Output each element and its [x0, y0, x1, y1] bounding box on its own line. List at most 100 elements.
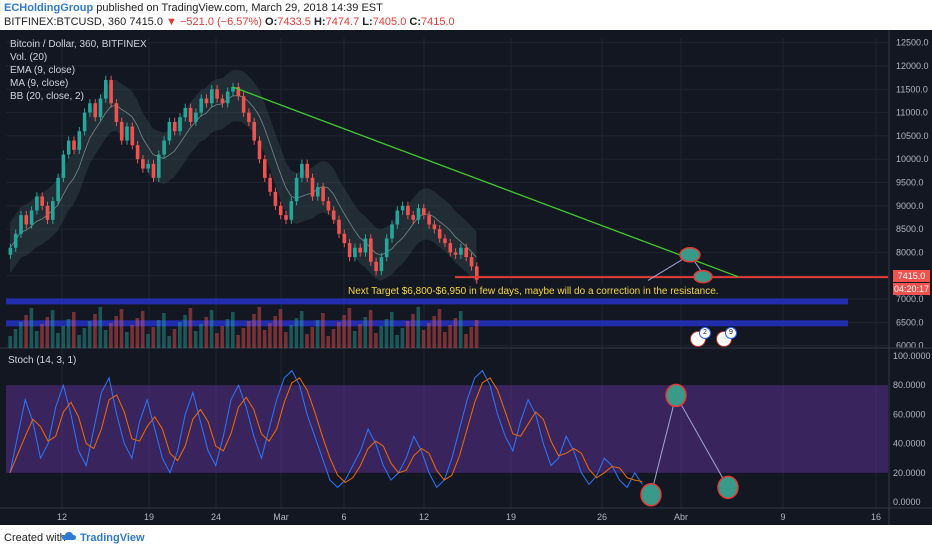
candle-body	[427, 215, 431, 225]
volume-bar	[93, 314, 97, 348]
volume-bar	[262, 330, 267, 348]
volume-bar	[172, 329, 177, 348]
volume-bar	[98, 307, 103, 348]
candle-body	[19, 215, 23, 234]
volume-bar	[193, 331, 198, 348]
x-tick-label: Abr	[674, 512, 688, 522]
x-tick-label: 16	[871, 512, 881, 522]
x-tick-label: 6	[341, 512, 346, 522]
candle-body	[432, 224, 437, 230]
volume-bar	[246, 321, 251, 348]
x-tick-label: 9	[780, 512, 785, 522]
candle-body	[210, 89, 214, 104]
candle-body	[422, 208, 426, 216]
candle-body	[35, 196, 39, 211]
us-flag-event-icon[interactable]: 9	[716, 327, 737, 347]
volume-bar	[352, 331, 357, 348]
candle-body	[300, 163, 304, 178]
volume-bar	[448, 325, 452, 348]
footer: Created with TradingView	[0, 525, 932, 550]
down-arrow-icon: ▼	[166, 16, 177, 28]
volume-bar	[77, 335, 81, 348]
ohlc-line: BITFINEX:BTCUSD, 360 7415.0 ▼ −521.0 (−6…	[4, 16, 455, 28]
chart-header: ECHoldingGroup published on TradingView.…	[0, 0, 932, 30]
volume-bar	[384, 319, 389, 348]
volume-bar	[167, 336, 171, 348]
candle-body	[331, 210, 336, 220]
candle-body	[236, 86, 241, 97]
volume-bar	[29, 308, 34, 348]
volume-bar	[257, 307, 262, 348]
candle-body	[310, 177, 315, 197]
volume-bar	[358, 324, 362, 348]
candle-body	[326, 201, 331, 211]
volume-bar	[61, 326, 65, 348]
candle-body	[337, 219, 341, 234]
y-tick-label: 8500.0	[896, 224, 924, 234]
volume-bar	[458, 311, 463, 348]
legend-volume[interactable]: Vol. (20)	[10, 52, 48, 63]
legend-ema[interactable]: EMA (9, close)	[10, 65, 76, 76]
publish-line: ECHoldingGroup published on TradingView.…	[4, 2, 383, 14]
price-change: −521.0 (−6.57%)	[180, 16, 262, 28]
y-tick-label: 11500.0	[896, 84, 928, 94]
volume-bar	[109, 323, 113, 348]
volume-bar	[225, 319, 230, 348]
volume-bar	[416, 307, 421, 348]
stoch-y-tick-label: 100.0000	[893, 351, 931, 361]
candle-body	[268, 177, 272, 192]
volume-bar	[379, 326, 383, 348]
volume-bar	[215, 333, 219, 348]
candle-body	[24, 215, 29, 225]
volume-bar	[50, 310, 55, 348]
candle-body	[56, 177, 60, 202]
candle-body	[172, 121, 177, 132]
target-band	[6, 298, 848, 305]
candle-body	[119, 121, 124, 141]
candle-body	[374, 261, 378, 272]
volume-bar	[40, 324, 44, 348]
candle-body	[51, 201, 55, 220]
volume-bar	[252, 314, 256, 348]
volume-bar	[310, 327, 315, 348]
volume-bar	[305, 334, 309, 348]
candle-body	[199, 98, 203, 113]
current-price-tag: 7415.0	[893, 270, 930, 282]
volume-bar	[421, 330, 426, 348]
author-link[interactable]: ECHoldingGroup	[4, 2, 94, 14]
annotation-text[interactable]: Next Target $6,800-$6,950 in few days, m…	[346, 285, 721, 298]
candle-body	[294, 177, 299, 202]
stoch-k-line	[9, 369, 643, 489]
candle-body	[411, 215, 415, 220]
candle-body	[305, 163, 309, 178]
candle-body	[369, 238, 373, 262]
chart-area[interactable]: 12500.0 12000.0 11500.0 11000.0 10500.0 10000…	[0, 30, 932, 525]
y-tick-label: 8000.0	[896, 247, 924, 257]
target-band	[6, 320, 848, 327]
volume-bar	[66, 319, 71, 348]
volume-bar	[268, 323, 272, 348]
volume-bar	[289, 325, 293, 348]
volume-bar	[13, 329, 18, 348]
candle-body	[347, 243, 352, 258]
legend-title: Bitcoin / Dollar, 360, BITFINEX	[10, 39, 147, 50]
candle-body	[321, 187, 325, 202]
x-tick-label: 26	[597, 512, 607, 522]
legend-bb[interactable]: BB (20, close, 2)	[10, 91, 84, 102]
stoch-legend[interactable]: Stoch (14, 3, 1)	[8, 355, 77, 366]
candle-body	[167, 121, 172, 141]
stoch-y-tick-label: 60.0000	[893, 409, 926, 419]
tradingview-logo[interactable]: TradingView	[80, 532, 145, 544]
us-flag-event-icon[interactable]: 2	[690, 327, 711, 347]
volume-bar	[151, 327, 156, 348]
y-tick-label: 12500.0	[896, 38, 929, 48]
y-tick-label: 9000.0	[896, 201, 924, 211]
x-tick-label: 19	[144, 512, 154, 522]
chart-canvas[interactable]: 12500.0 12000.0 11500.0 11000.0 10500.0 10000…	[0, 30, 932, 525]
legend-ma[interactable]: MA (9, close)	[10, 78, 69, 89]
volume-bar	[8, 336, 12, 348]
volume-bar	[474, 320, 479, 348]
candle-body	[453, 252, 458, 255]
candle-body	[469, 257, 474, 267]
close-label: C:	[409, 16, 422, 28]
